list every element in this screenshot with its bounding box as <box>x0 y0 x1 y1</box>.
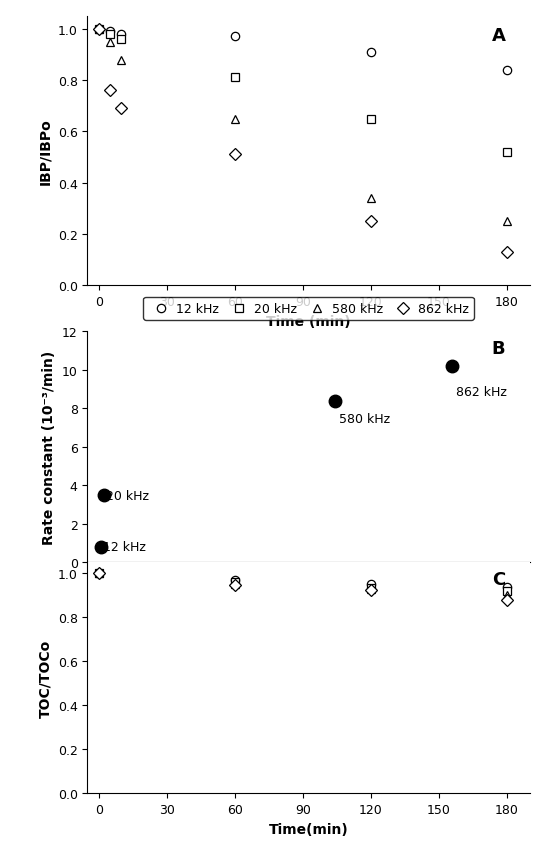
Text: B: B <box>492 339 506 357</box>
X-axis label: Time (min): Time (min) <box>266 314 351 328</box>
Y-axis label: IBP/IBPo: IBP/IBPo <box>38 118 52 185</box>
Text: C: C <box>492 570 505 588</box>
Y-axis label: TOC/TOCo: TOC/TOCo <box>38 639 52 717</box>
Text: 20 kHz: 20 kHz <box>106 489 150 502</box>
X-axis label: Time(min): Time(min) <box>269 821 348 836</box>
Text: 580 kHz: 580 kHz <box>340 412 390 425</box>
Text: 12 kHz: 12 kHz <box>103 541 146 554</box>
Text: 862 kHz: 862 kHz <box>456 385 507 398</box>
Text: A: A <box>492 27 506 45</box>
Legend: 12 kHz, 20 kHz, 580 kHz, 862 kHz: 12 kHz, 20 kHz, 580 kHz, 862 kHz <box>143 298 474 321</box>
Y-axis label: Rate constant (10⁻³/min): Rate constant (10⁻³/min) <box>42 350 56 544</box>
X-axis label: f us (kHz): f us (kHz) <box>271 591 346 605</box>
